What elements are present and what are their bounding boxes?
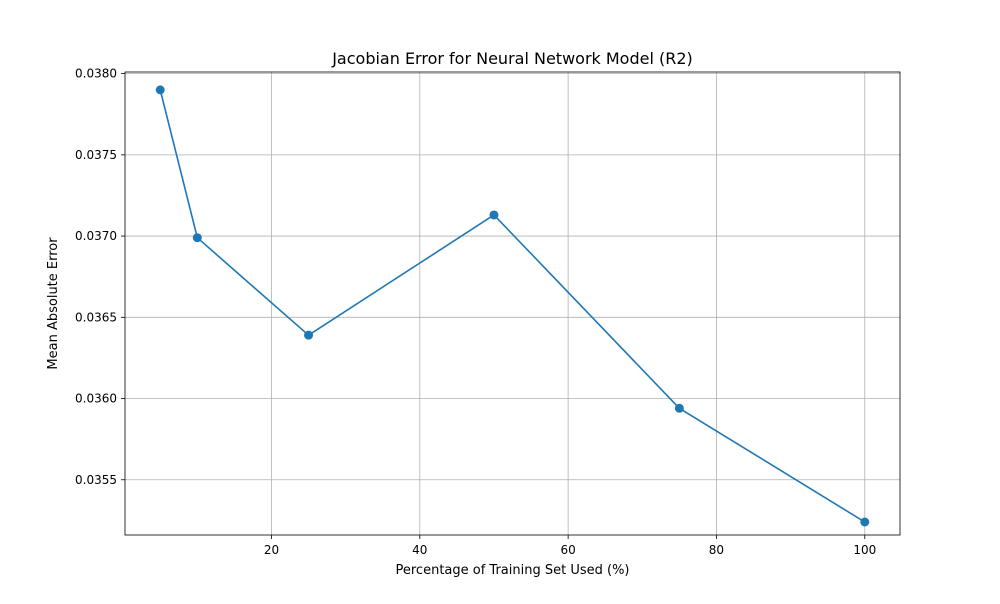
y-tick-label: 0.0375 (75, 148, 117, 162)
data-point (192, 233, 202, 243)
data-point (489, 210, 499, 220)
y-tick-label: 0.0365 (75, 310, 117, 324)
grid-lines (125, 72, 900, 535)
y-axis-ticks: 0.0355 0.0360 0.0365 0.0370 0.0375 0.0380 (75, 67, 125, 487)
x-axis-label: Percentage of Training Set Used (%) (396, 563, 630, 578)
x-tick-label: 20 (264, 543, 279, 557)
x-tick-label: 80 (709, 543, 724, 557)
x-tick-label: 100 (853, 543, 876, 557)
x-tick-label: 60 (560, 543, 575, 557)
y-tick-label: 0.0380 (75, 67, 117, 81)
series-line-group (159, 89, 866, 523)
chart-title: Jacobian Error for Neural Network Model … (331, 49, 693, 68)
data-point (304, 330, 314, 340)
x-tick-label: 40 (412, 543, 427, 557)
data-points (155, 85, 870, 527)
y-tick-label: 0.0355 (75, 473, 117, 487)
y-tick-label: 0.0370 (75, 229, 117, 243)
y-axis-label: Mean Absolute Error (46, 237, 61, 370)
plot-area-frame (124, 71, 901, 536)
series-line (159, 89, 866, 523)
data-point (860, 517, 870, 527)
y-tick-label: 0.0360 (75, 392, 117, 406)
data-point (674, 403, 684, 413)
data-point (155, 85, 165, 95)
x-axis-ticks: 20 40 60 80 100 (264, 535, 876, 557)
